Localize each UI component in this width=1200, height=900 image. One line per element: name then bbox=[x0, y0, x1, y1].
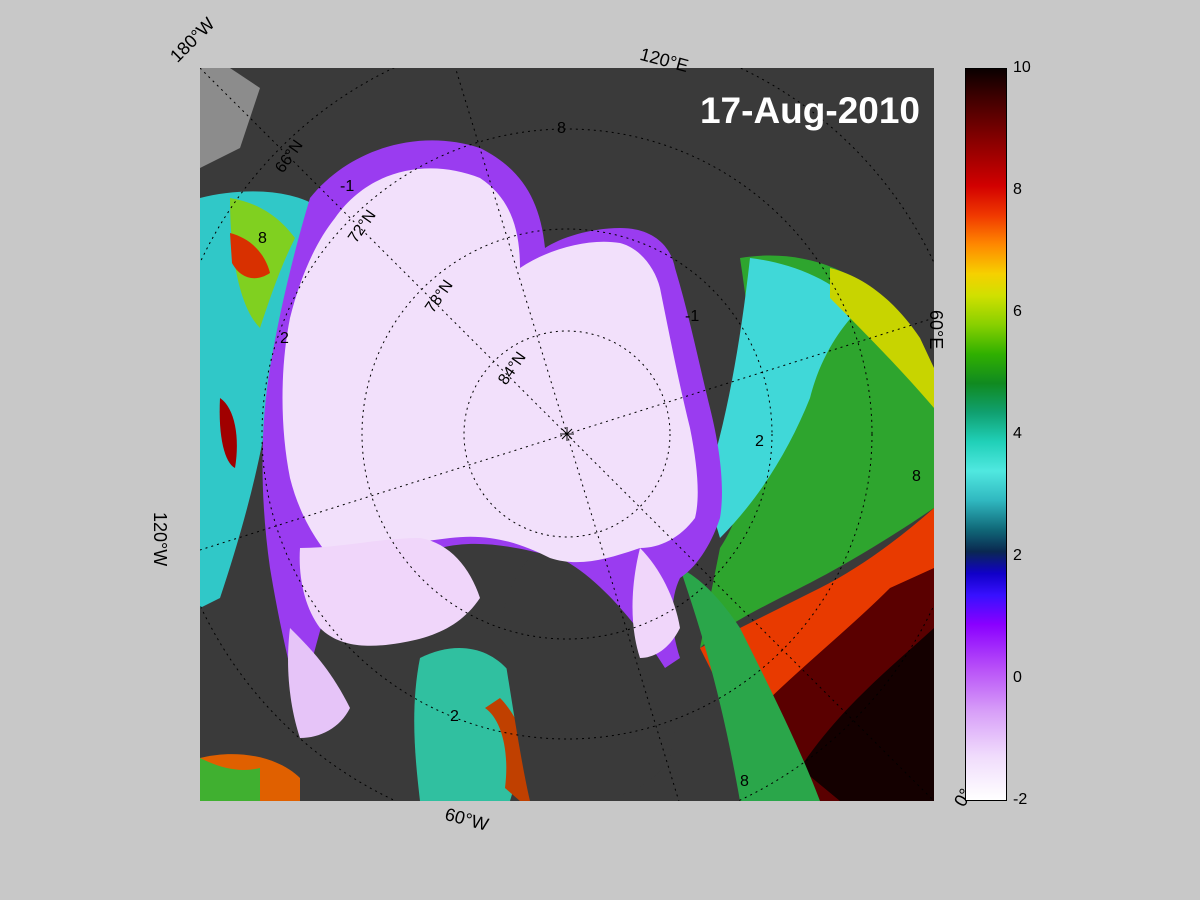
contour-label: 2 bbox=[755, 433, 764, 450]
longitude-label-60e: 60°E bbox=[926, 310, 946, 350]
greenland-sea bbox=[680, 568, 820, 801]
longitude-label-180w: 180°W bbox=[166, 13, 219, 67]
contour-label: 2 bbox=[450, 708, 459, 725]
cool-water-region bbox=[705, 258, 860, 538]
longitude-label-120w: 120°W bbox=[150, 512, 170, 567]
baffin-bay-water bbox=[414, 648, 525, 801]
cold-ice-core bbox=[282, 168, 698, 569]
map-canvas bbox=[200, 68, 934, 801]
north-pole-marker bbox=[561, 428, 573, 440]
contour-label: 2 bbox=[280, 330, 289, 347]
outside-region bbox=[200, 68, 260, 168]
latitude-circle-78n bbox=[361, 228, 773, 640]
contour-label: 8 bbox=[740, 773, 749, 790]
colorbar-tick: 0 bbox=[1013, 669, 1022, 686]
chukchi-warm-water bbox=[219, 398, 237, 468]
archipelago-ice bbox=[299, 538, 480, 646]
colorbar-tick: -2 bbox=[1013, 791, 1028, 808]
colorbar: 10 8 6 4 2 0 -2 bbox=[965, 59, 1031, 808]
colorbar-tick: 10 bbox=[1013, 59, 1031, 76]
colorbar-gradient bbox=[965, 68, 1007, 801]
contour-label: 8 bbox=[258, 230, 267, 247]
contour-label: 8 bbox=[557, 120, 566, 137]
contour-label: -1 bbox=[685, 308, 700, 325]
date-label: 17-Aug-2010 bbox=[699, 90, 920, 131]
pacific-warm-water bbox=[230, 233, 270, 279]
hudson-green-water bbox=[200, 758, 260, 801]
latitude-circle-84n bbox=[463, 330, 671, 538]
latitude-circle-72n bbox=[261, 128, 873, 740]
colorbar-tick: 6 bbox=[1013, 303, 1022, 320]
hottest-water-region bbox=[800, 628, 934, 801]
contour-label: 8 bbox=[912, 468, 921, 485]
greenland-coast-ice bbox=[632, 548, 680, 658]
colorbar-tick: 4 bbox=[1013, 425, 1022, 442]
yellow-water-region bbox=[830, 268, 934, 408]
colorbar-tick: 2 bbox=[1013, 547, 1022, 564]
longitude-label-60w: 60°W bbox=[442, 804, 491, 835]
colorbar-tick: 8 bbox=[1013, 181, 1022, 198]
meridian-line bbox=[200, 68, 934, 801]
contour-label: -1 bbox=[340, 178, 355, 195]
arctic-map: 66°N 72°N 78°N 84°N -1 2 8 -1 2 8 2 8 8 … bbox=[200, 68, 934, 801]
archipelago-ice bbox=[288, 628, 350, 738]
